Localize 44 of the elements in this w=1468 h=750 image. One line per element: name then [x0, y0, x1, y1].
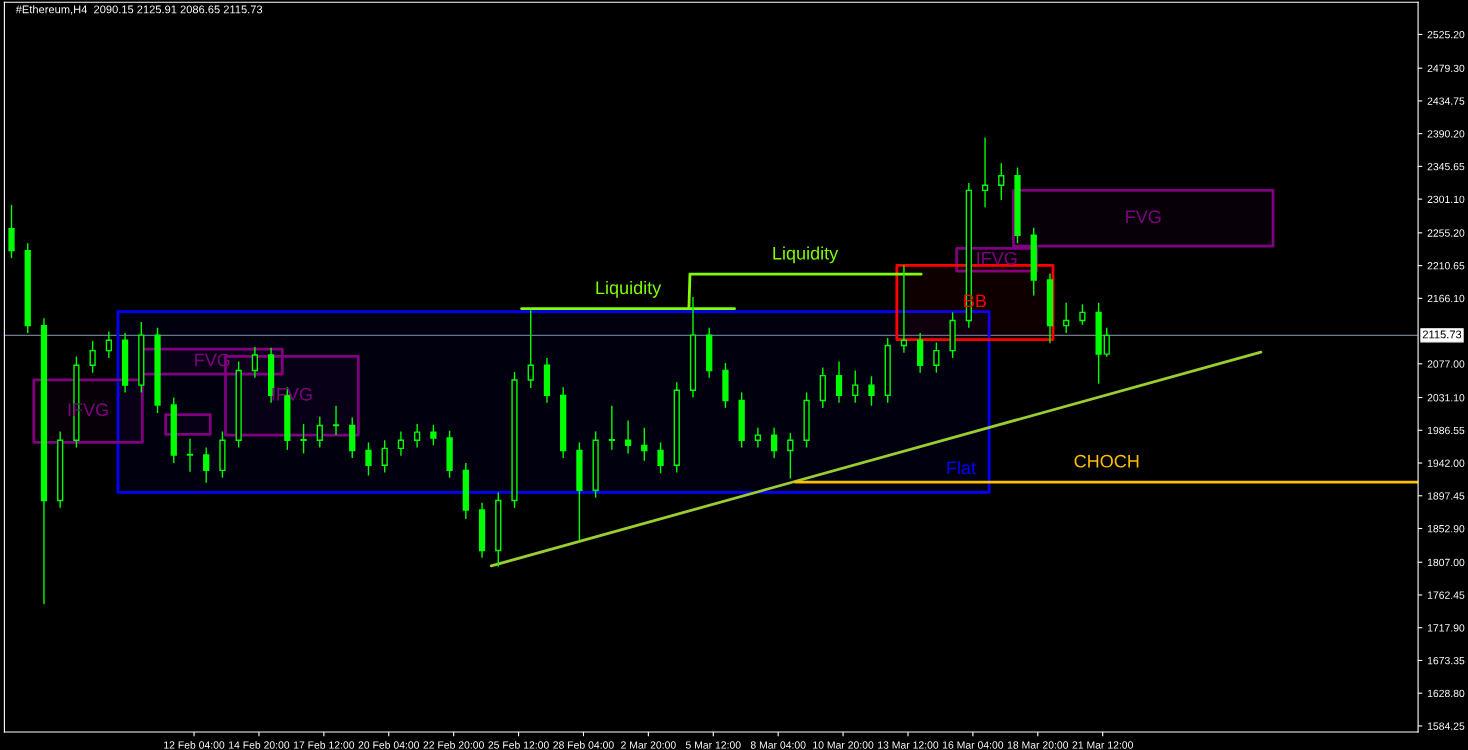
- legend-label: Flat: [947, 461, 976, 475]
- x-tick-label: 8 Mar 04:00: [750, 741, 806, 749]
- y-tick-label: 2479.30: [1427, 64, 1465, 73]
- legend-label: IFVG: [977, 251, 1017, 265]
- y-tick-label: 2525.20: [1427, 30, 1465, 39]
- y-tick-label: 1807.00: [1427, 558, 1465, 567]
- y-tick-label: 1852.90: [1427, 525, 1465, 533]
- x-tick-label: 22 Feb 20:00: [423, 741, 484, 749]
- x-tick-label: 12 Feb 04:00: [164, 741, 225, 749]
- y-tick-label: 2255.20: [1427, 229, 1465, 237]
- y-tick-label: 1897.45: [1427, 492, 1465, 500]
- x-tick-label: 20 Feb 04:00: [358, 741, 420, 749]
- y-tick-label: 2390.20: [1427, 130, 1465, 138]
- ref-line-label: 2115.73: [1422, 330, 1462, 339]
- y-tick-label: 1986.55: [1427, 426, 1465, 435]
- x-tick-label: 5 Mar 12:00: [685, 741, 741, 749]
- x-tick-label: 28 Feb 04:00: [553, 741, 614, 749]
- series-label: Liquidity: [596, 280, 662, 298]
- legend-label: FVG: [1126, 210, 1161, 224]
- y-tick-label: 2345.65: [1427, 162, 1465, 171]
- x-tick-label: 2 Mar 20:00: [621, 741, 676, 749]
- x-tick-label: 16 Mar 04:00: [943, 741, 1004, 749]
- y-tick-label: 1584.25: [1427, 722, 1465, 730]
- x-tick-label: 10 Mar 20:00: [813, 741, 874, 749]
- x-tick-label: 21 Mar 12:00: [1072, 741, 1133, 749]
- y-tick-label: 1762.45: [1427, 591, 1465, 599]
- y-tick-label: 1673.35: [1427, 656, 1465, 665]
- series-label: Liquidity: [773, 246, 839, 264]
- y-tick-label: 2210.65: [1427, 262, 1465, 270]
- y-tick-label: 2166.10: [1427, 294, 1465, 303]
- series-label: CHOCH: [1074, 454, 1139, 468]
- x-tick-label: 17 Feb 12:00: [293, 741, 355, 749]
- x-tick-label: 14 Feb 20:00: [229, 741, 290, 749]
- y-tick-label: 2031.10: [1427, 394, 1465, 402]
- x-tick-label: 25 Feb 12:00: [488, 741, 549, 749]
- y-tick-label: 1628.80: [1427, 689, 1465, 698]
- x-tick-label: 13 Mar 12:00: [878, 741, 939, 749]
- chart-title: #Ethereum,H4 2090.15 2125.91 2086.65 2115.73: [15, 5, 263, 15]
- x-tick-label: 18 Mar 20:00: [1007, 741, 1069, 749]
- y-tick-label: 1942.00: [1427, 459, 1465, 467]
- y-tick-label: 1717.90: [1427, 624, 1465, 632]
- y-tick-label: 2301.10: [1427, 195, 1465, 204]
- y-tick-label: 2434.75: [1427, 97, 1465, 105]
- y-tick-label: 2077.00: [1427, 360, 1465, 368]
